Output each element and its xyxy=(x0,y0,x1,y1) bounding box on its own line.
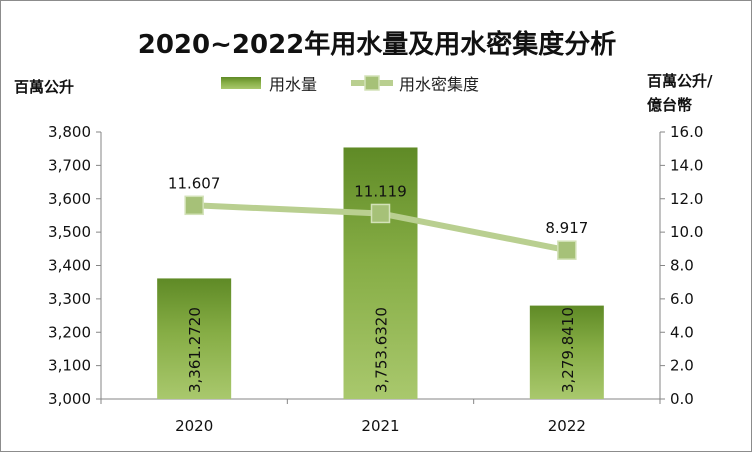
right-axis-unit-label-line1: 百萬公升/ xyxy=(647,72,713,90)
x-tick-label: 2020 xyxy=(175,417,213,435)
line-series xyxy=(184,195,577,260)
right-tick-label: 14.0 xyxy=(670,156,703,174)
line-value-label: 11.607 xyxy=(168,174,221,192)
legend-bar-label: 用水量 xyxy=(269,75,317,94)
line-value-label: 11.119 xyxy=(354,182,407,200)
right-tick-label: 6.0 xyxy=(670,290,694,308)
bar-value-label: 3,753.6320 xyxy=(373,307,391,393)
bar xyxy=(157,278,232,399)
bar xyxy=(529,305,604,399)
legend-line-label: 用水密集度 xyxy=(399,75,479,94)
bar xyxy=(343,147,418,399)
line-point-marker xyxy=(557,240,577,260)
data-labels: 3,361.2720 3,753.6320 3,279.8410 11.607 11.1… xyxy=(168,174,588,393)
right-tick-label: 12.0 xyxy=(670,190,703,208)
bar-value-label: 3,279.8410 xyxy=(559,307,577,393)
chart-legend: 用水量 用水密集度 xyxy=(221,75,479,94)
left-tick-label: 3,000 xyxy=(48,390,91,408)
x-tick-label: 2022 xyxy=(548,417,586,435)
left-tick-label: 3,300 xyxy=(48,290,91,308)
bar-series xyxy=(157,147,604,399)
right-axis-unit-label-line2: 億台幣 xyxy=(647,96,692,114)
right-tick-label: 2.0 xyxy=(670,357,694,375)
right-tick-label: 0.0 xyxy=(670,390,694,408)
left-tick-label: 3,600 xyxy=(48,190,91,208)
left-tick-label: 3,800 xyxy=(48,123,91,141)
left-axis-unit-label: 百萬公升 xyxy=(14,78,74,96)
chart-title: 2020~2022年用水量及用水密集度分析 xyxy=(138,29,617,60)
chart-axes: 3,000 3,100 3,200 3,300 3,400 3,500 3,600 3,700… xyxy=(48,123,703,435)
line-value-label: 8.917 xyxy=(545,219,588,237)
right-tick-label: 10.0 xyxy=(670,223,703,241)
x-tick-label: 2021 xyxy=(361,417,399,435)
legend-line-marker xyxy=(364,75,380,91)
right-tick-label: 8.0 xyxy=(670,257,694,275)
left-tick-label: 3,100 xyxy=(48,357,91,375)
legend-bar-swatch xyxy=(221,77,261,89)
left-tick-label: 3,400 xyxy=(48,257,91,275)
left-tick-label: 3,500 xyxy=(48,223,91,241)
left-tick-label: 3,200 xyxy=(48,323,91,341)
left-tick-label: 3,700 xyxy=(48,156,91,174)
line-point-marker xyxy=(184,195,204,216)
right-tick-label: 16.0 xyxy=(670,123,703,141)
line-point-marker xyxy=(370,203,391,224)
right-tick-label: 4.0 xyxy=(670,323,694,341)
bar-value-label: 3,361.2720 xyxy=(186,307,204,393)
